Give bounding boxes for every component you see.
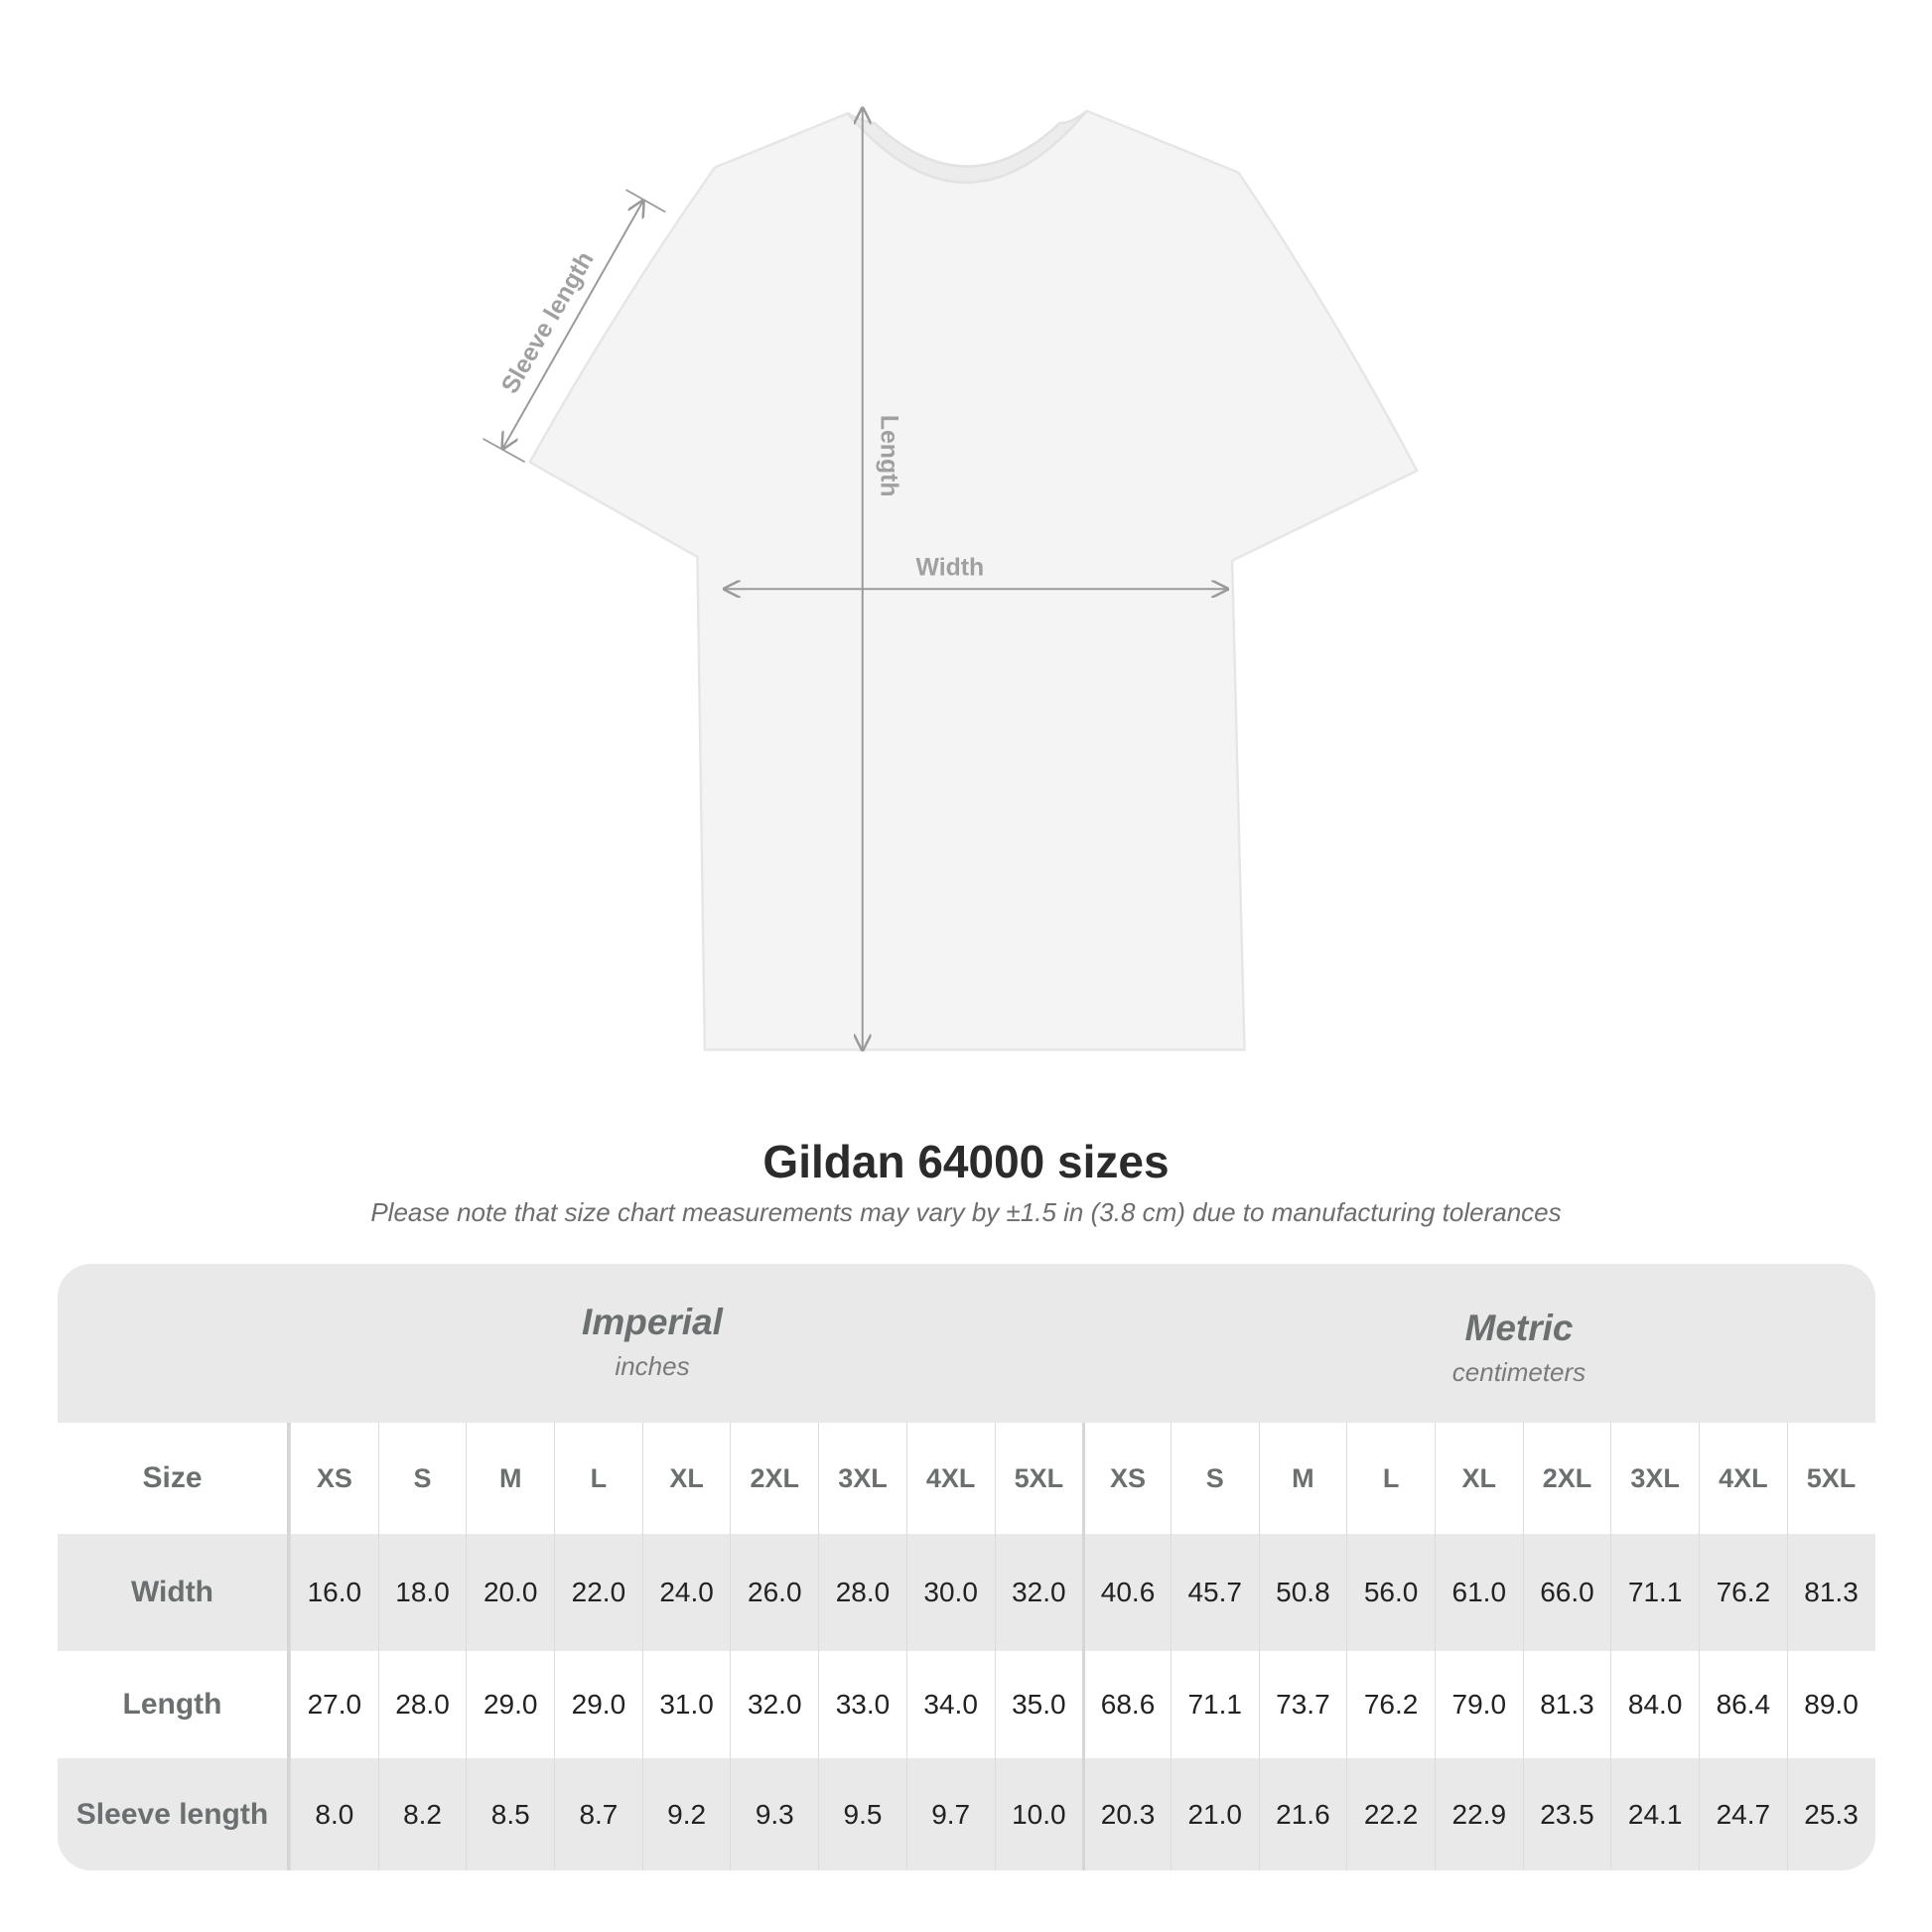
imperial-unit: inches — [615, 1351, 690, 1381]
table-cell: 16.0 — [290, 1534, 378, 1651]
tshirt-collar — [846, 109, 1088, 184]
table-cell: 40.6 — [1082, 1534, 1171, 1651]
table-cell: 29.0 — [554, 1651, 642, 1758]
size-header-cell: 3XL — [818, 1423, 906, 1534]
table-cell: 28.0 — [377, 1651, 467, 1758]
table-cell: 61.0 — [1434, 1534, 1523, 1651]
table-cell: 50.8 — [1258, 1534, 1347, 1651]
table-cell: 21.0 — [1170, 1758, 1259, 1870]
table-cell: 8.0 — [290, 1758, 378, 1870]
table-cell: 10.0 — [994, 1758, 1083, 1870]
table-cell: 22.2 — [1346, 1758, 1435, 1870]
table-cell: 9.5 — [818, 1758, 906, 1870]
size-header-cell: L — [554, 1423, 642, 1534]
row-label: Sleeve length — [58, 1758, 290, 1870]
table-cell: 71.1 — [1170, 1651, 1259, 1758]
table-cell: 27.0 — [290, 1651, 378, 1758]
table-cell: 56.0 — [1346, 1534, 1435, 1651]
table-cell: 76.2 — [1699, 1534, 1787, 1651]
size-header-cell: M — [1258, 1423, 1347, 1534]
table-cell: 25.3 — [1786, 1758, 1875, 1870]
table-row-sleeve-length: Sleeve length 8.0 8.2 8.5 8.7 9.2 9.3 9.5 9.7 10.… — [58, 1758, 1875, 1870]
row-label: Length — [58, 1651, 290, 1758]
size-header-cell: 5XL — [994, 1423, 1083, 1534]
table-cell: 21.6 — [1258, 1758, 1347, 1870]
length-label: Length — [875, 415, 901, 497]
table-cell: 73.7 — [1258, 1651, 1347, 1758]
table-cell: 9.7 — [905, 1758, 995, 1870]
sleeve-arrow — [502, 201, 642, 448]
size-header-cell: 2XL — [730, 1423, 818, 1534]
imperial-title: Imperial — [582, 1302, 723, 1342]
table-cell: 28.0 — [818, 1534, 906, 1651]
size-header-cell: 3XL — [1610, 1423, 1699, 1534]
table-cell: 8.2 — [377, 1758, 467, 1870]
size-header-cell: 2XL — [1522, 1423, 1611, 1534]
page-title: Gildan 64000 sizes — [762, 1136, 1170, 1187]
table-cell: 29.0 — [466, 1651, 554, 1758]
table-cell: 71.1 — [1610, 1534, 1699, 1651]
size-header-cell: S — [377, 1423, 467, 1534]
size-header-cell: XL — [641, 1423, 731, 1534]
size-header-cell: 4XL — [905, 1423, 995, 1534]
size-header-cell: XS — [1082, 1423, 1171, 1534]
size-table: Imperial inches Metric centimeters Size … — [58, 1264, 1875, 1870]
table-cell: 35.0 — [994, 1651, 1083, 1758]
table-cell: 18.0 — [377, 1534, 467, 1651]
table-cell: 34.0 — [905, 1651, 995, 1758]
table-row-width: Width 16.0 18.0 20.0 22.0 24.0 26.0 28.0 30.0 32.… — [58, 1534, 1875, 1651]
table-cell: 81.3 — [1786, 1534, 1875, 1651]
size-header-cell: 5XL — [1786, 1423, 1875, 1534]
width-label: Width — [916, 555, 985, 582]
table-cell: 24.0 — [641, 1534, 731, 1651]
unit-header: Imperial inches Metric centimeters — [58, 1264, 1875, 1423]
table-cell: 76.2 — [1346, 1651, 1435, 1758]
table-cell: 24.1 — [1610, 1758, 1699, 1870]
table-cell: 26.0 — [730, 1534, 818, 1651]
table-cell: 81.3 — [1522, 1651, 1611, 1758]
table-cell: 8.7 — [554, 1758, 642, 1870]
row-label: Width — [58, 1534, 290, 1651]
metric-header: Metric centimeters — [1221, 1308, 1817, 1388]
table-cell: 45.7 — [1170, 1534, 1259, 1651]
table-cell: 31.0 — [641, 1651, 731, 1758]
size-header-cell: M — [466, 1423, 554, 1534]
table-cell: 32.0 — [994, 1534, 1083, 1651]
sleeve-tick — [483, 438, 526, 464]
size-header-cell: 4XL — [1699, 1423, 1787, 1534]
table-cell: 84.0 — [1610, 1651, 1699, 1758]
table-row-length: Length 27.0 28.0 29.0 29.0 31.0 32.0 33.0 34.0 35… — [58, 1651, 1875, 1758]
table-cell: 23.5 — [1522, 1758, 1611, 1870]
table-cell: 89.0 — [1786, 1651, 1875, 1758]
table-cell: 9.2 — [641, 1758, 731, 1870]
size-header-cell: L — [1346, 1423, 1435, 1534]
size-header-cell: XS — [290, 1423, 378, 1534]
metric-title: Metric — [1464, 1308, 1574, 1348]
table-cell: 24.7 — [1699, 1758, 1787, 1870]
table-cell: 68.6 — [1082, 1651, 1171, 1758]
table-cell: 79.0 — [1434, 1651, 1523, 1758]
table-cell: 9.3 — [730, 1758, 818, 1870]
table-cell: 22.9 — [1434, 1758, 1523, 1870]
tolerance-note: Please note that size chart measurements… — [370, 1197, 1562, 1227]
table-cell: 86.4 — [1699, 1651, 1787, 1758]
imperial-header: Imperial inches — [354, 1302, 950, 1382]
table-cell: 20.0 — [466, 1534, 554, 1651]
table-cell: 66.0 — [1522, 1534, 1611, 1651]
table-cell: 20.3 — [1082, 1758, 1171, 1870]
size-header-cell: S — [1170, 1423, 1259, 1534]
metric-unit: centimeters — [1451, 1357, 1587, 1387]
size-row: Size XS S M L XL 2XL 3XL 4XL 5XL XS S M L XL 2XL 3XL 4XL… — [58, 1423, 1875, 1534]
table-cell: 30.0 — [905, 1534, 995, 1651]
table-cell: 8.5 — [466, 1758, 554, 1870]
table-cell: 22.0 — [554, 1534, 642, 1651]
table-cell: 33.0 — [818, 1651, 906, 1758]
sleeve-tick — [625, 189, 666, 213]
size-label: Size — [58, 1423, 290, 1534]
table-cell: 32.0 — [730, 1651, 818, 1758]
size-header-cell: XL — [1434, 1423, 1523, 1534]
